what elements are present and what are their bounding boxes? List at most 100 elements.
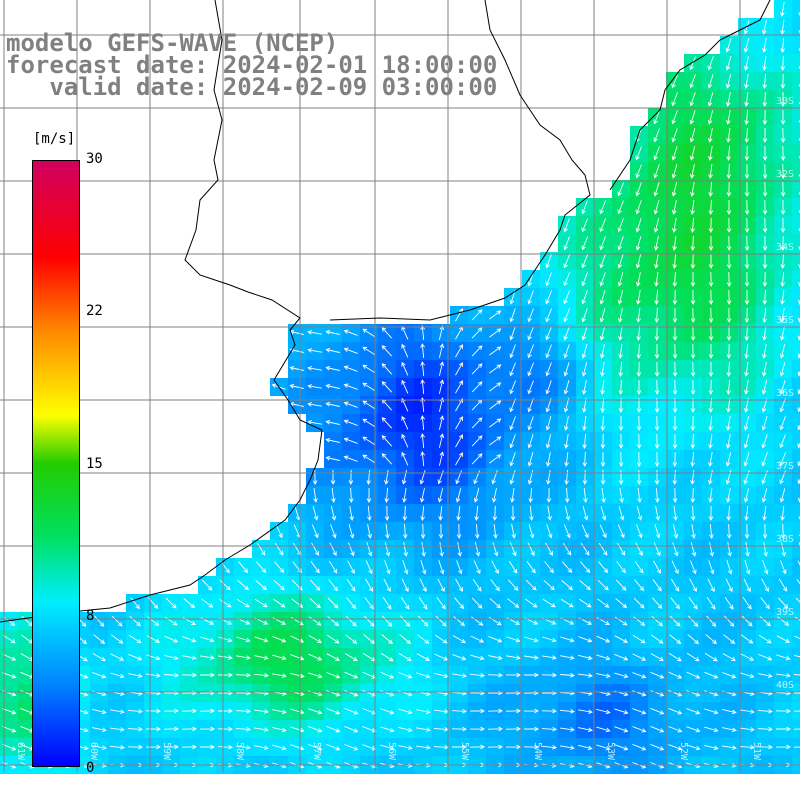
wind-arrow: [672, 542, 679, 557]
wind-arrow: [312, 469, 318, 485]
wind-arrow: [798, 228, 800, 232]
wind-arrow: [708, 415, 713, 431]
wind-arrow: [253, 673, 269, 678]
wind-arrow: [687, 615, 699, 627]
wind-arrow: [457, 542, 462, 557]
wind-arrow: [470, 708, 485, 714]
wind-arrow: [635, 182, 642, 197]
wind-arrow: [541, 672, 557, 678]
wind-arrow: [541, 726, 557, 732]
wind-arrow: [636, 506, 643, 521]
wind-arrow: [689, 578, 697, 593]
wind-arrow: [578, 744, 593, 751]
wind-arrow: [308, 653, 323, 661]
wind-arrow: [416, 653, 431, 661]
wind-arrow: [420, 560, 427, 575]
wind-arrow: [527, 452, 534, 467]
wind-arrow: [559, 672, 575, 678]
wind-cell: [792, 648, 800, 666]
wind-arrow: [617, 236, 624, 251]
wind-arrow: [708, 434, 713, 449]
wind-arrow: [744, 164, 750, 179]
wind-arrow: [438, 343, 445, 358]
wind-arrow: [420, 451, 425, 467]
wind-cell: [792, 36, 800, 54]
wind-arrow: [200, 744, 215, 750]
wind-arrow: [399, 615, 411, 627]
wind-arrow: [726, 560, 733, 575]
wind-cell: [792, 576, 800, 594]
wind-arrow: [705, 634, 718, 645]
wind-arrow: [780, 20, 785, 35]
wind-arrow: [616, 561, 626, 574]
wind-arrow: [758, 673, 773, 679]
wind-arrow: [654, 361, 660, 377]
wind-arrow: [795, 597, 800, 603]
wind-arrow: [743, 416, 750, 431]
wind-arrow: [744, 74, 749, 89]
wind-arrow: [779, 434, 786, 449]
wind-arrow: [668, 689, 683, 697]
wind-arrow: [343, 365, 358, 372]
wind-arrow: [599, 272, 606, 287]
wind-arrow: [452, 635, 466, 643]
wind-arrow: [581, 308, 588, 323]
wind-cell: [792, 432, 800, 450]
wind-arrow: [776, 654, 791, 661]
wind-arrow: [614, 672, 629, 679]
wind-arrow: [402, 488, 407, 503]
wind-arrow: [762, 506, 767, 521]
wind-arrow: [309, 579, 321, 591]
wind-arrow: [776, 635, 791, 643]
wind-arrow: [582, 506, 589, 521]
wind-arrow: [381, 327, 393, 339]
wind-arrow: [541, 745, 557, 750]
wind-arrow: [780, 253, 786, 269]
wind-arrow: [615, 579, 627, 591]
wind-arrow: [419, 488, 425, 503]
wind-arrow: [599, 326, 606, 341]
wind-arrow: [672, 308, 678, 323]
wind-arrow: [673, 506, 678, 521]
wind-arrow: [398, 708, 413, 715]
wind-arrow: [726, 289, 732, 305]
wind-arrow: [509, 290, 516, 305]
wind-arrow: [726, 181, 732, 197]
wind-arrow: [380, 708, 395, 715]
wind-arrow: [762, 217, 768, 233]
wind-arrow: [312, 506, 319, 521]
wind-arrow: [472, 578, 482, 592]
wind-arrow: [524, 636, 539, 643]
colorbar-tick-15: 15: [86, 456, 103, 472]
wind-arrow: [146, 673, 161, 678]
wind-arrow: [579, 580, 592, 591]
wind-arrow: [2, 690, 17, 697]
wind-arrow: [672, 343, 678, 359]
wind-arrow: [111, 615, 123, 627]
wind-arrow: [743, 434, 750, 449]
wind-arrow: [686, 708, 701, 715]
wind-arrow: [470, 654, 485, 661]
wind-arrow: [581, 218, 589, 233]
wind-arrow: [653, 218, 660, 233]
wind-arrow: [469, 726, 485, 732]
wind-arrow: [545, 398, 552, 413]
wind-arrow: [274, 542, 284, 556]
wind-arrow: [797, 460, 800, 467]
wind-arrow: [740, 709, 755, 714]
wind-arrow: [762, 344, 767, 359]
wind-arrow: [128, 673, 143, 679]
wind-arrow: [474, 505, 479, 521]
wind-arrow: [726, 488, 731, 503]
wind-arrow: [380, 690, 395, 697]
wind-arrow: [726, 235, 732, 251]
wind-arrow: [757, 709, 773, 714]
wind-arrow: [726, 343, 732, 359]
coastline-uruguay-brazil: [329, 0, 591, 321]
wind-arrow: [364, 597, 374, 610]
wind-arrow: [416, 709, 431, 715]
wind-arrow: [668, 671, 683, 679]
wind-arrow: [690, 200, 695, 215]
wind-arrow: [672, 524, 679, 539]
